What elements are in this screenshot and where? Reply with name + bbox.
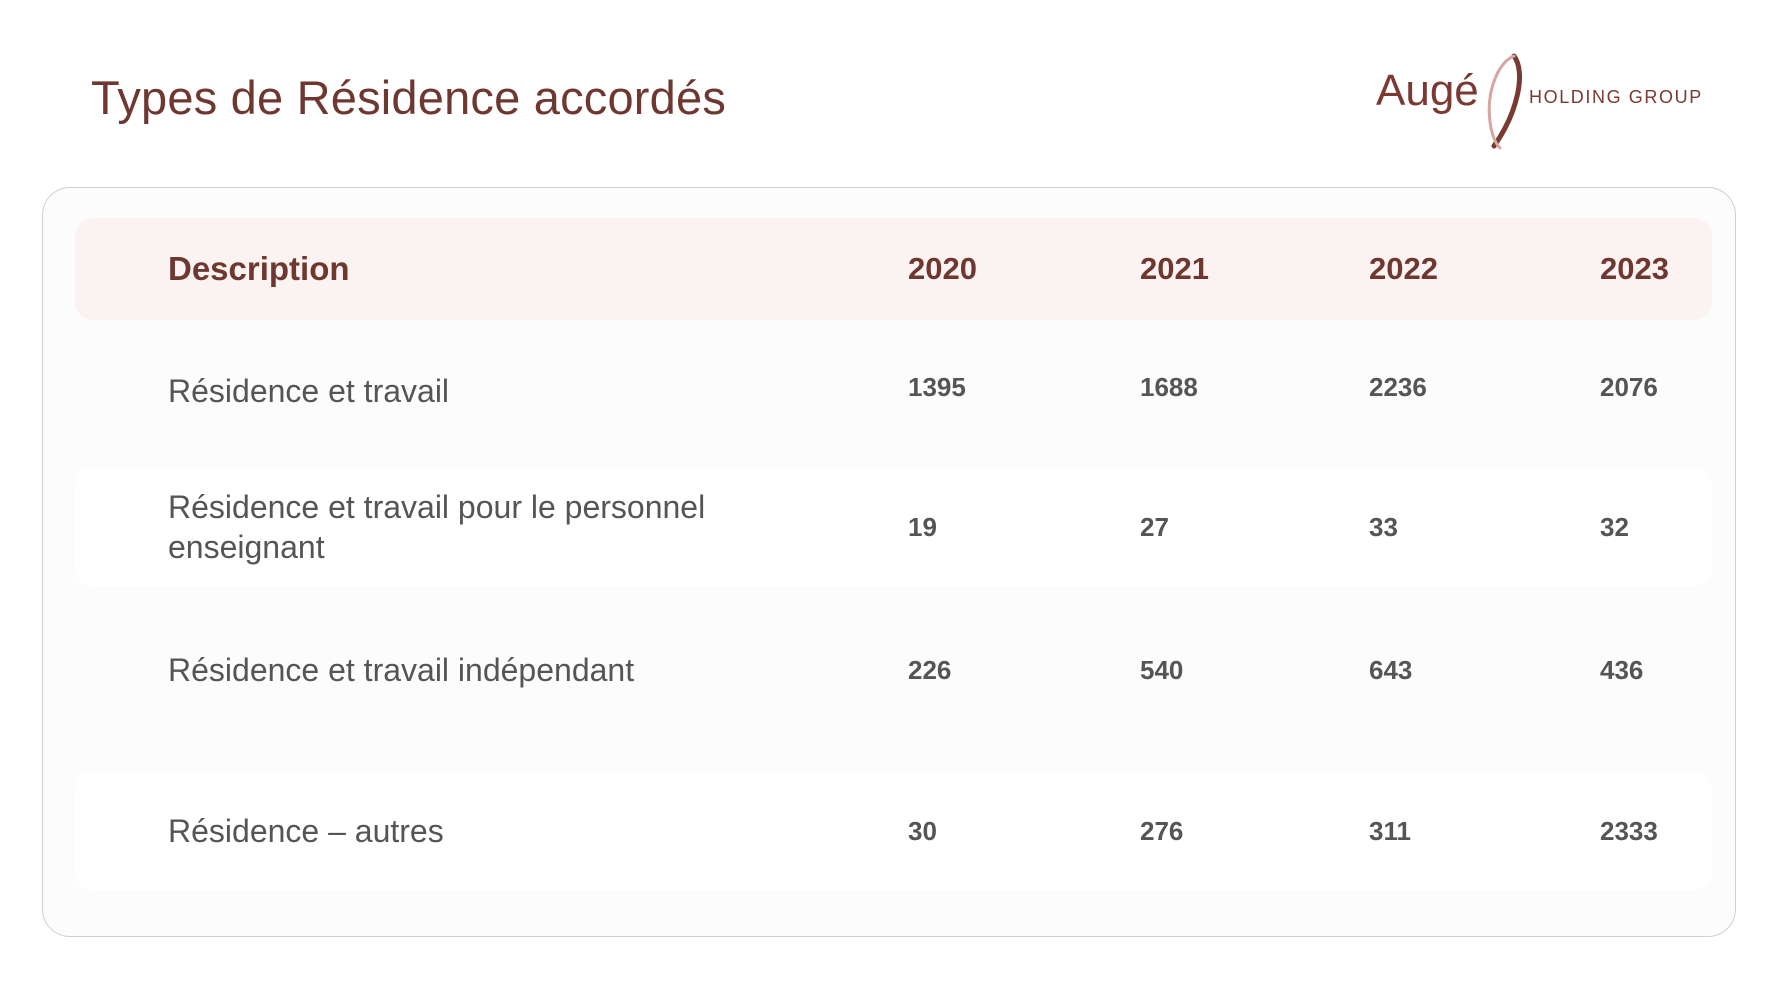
header-year-2020: 2020 xyxy=(908,251,977,286)
row-value-2020: 19 xyxy=(908,511,937,542)
row-value-2023: 2076 xyxy=(1600,372,1658,402)
row-description: Résidence – autres xyxy=(168,813,444,849)
row-value-2021: 540 xyxy=(1140,654,1184,685)
company-logo: Augé HOLDING GROUP xyxy=(1372,52,1712,152)
row-description: Résidence et travail pour le personnel e… xyxy=(168,489,706,565)
row-value-2023: 32 xyxy=(1600,511,1629,542)
row-value-2021: 1688 xyxy=(1140,372,1198,402)
row-value-2022: 311 xyxy=(1369,815,1411,846)
logo-subtitle-text: HOLDING GROUP xyxy=(1529,87,1703,107)
logo-ring-icon xyxy=(1487,53,1522,150)
logo-brand-text: Augé xyxy=(1376,66,1479,115)
table-header-row: Description 2020 2021 2022 2023 xyxy=(75,218,1712,320)
row-value-2020: 1395 xyxy=(908,372,966,402)
page-title: Types de Résidence accordés xyxy=(91,71,727,124)
table-row: Résidence et travail 1395 1688 2236 2076 xyxy=(75,328,1712,453)
row-description: Résidence et travail indépendant xyxy=(168,652,635,688)
row-value-2022: 643 xyxy=(1369,654,1413,685)
row-value-2022: 33 xyxy=(1369,511,1398,542)
row-description: Résidence et travail xyxy=(168,372,450,409)
row-value-2021: 276 xyxy=(1140,815,1184,846)
header-year-2023: 2023 xyxy=(1600,251,1669,286)
table-card: Description 2020 2021 2022 2023 Résidenc… xyxy=(42,187,1736,937)
row-value-2020: 226 xyxy=(908,654,952,685)
row-value-2023: 436 xyxy=(1600,654,1644,685)
header-year-2021: 2021 xyxy=(1140,251,1209,286)
table-row: Résidence et travail pour le personnel e… xyxy=(75,468,1712,586)
row-value-2021: 27 xyxy=(1140,511,1169,542)
row-value-2022: 2236 xyxy=(1369,372,1427,402)
header-year-2022: 2022 xyxy=(1369,251,1438,286)
row-value-2023: 2333 xyxy=(1600,815,1658,846)
table-row: Résidence – autres 30 276 311 2333 xyxy=(75,772,1712,890)
row-value-2020: 30 xyxy=(908,815,937,846)
table-row: Résidence et travail indépendant 226 540… xyxy=(75,601,1712,739)
header-description: Description xyxy=(168,250,350,287)
